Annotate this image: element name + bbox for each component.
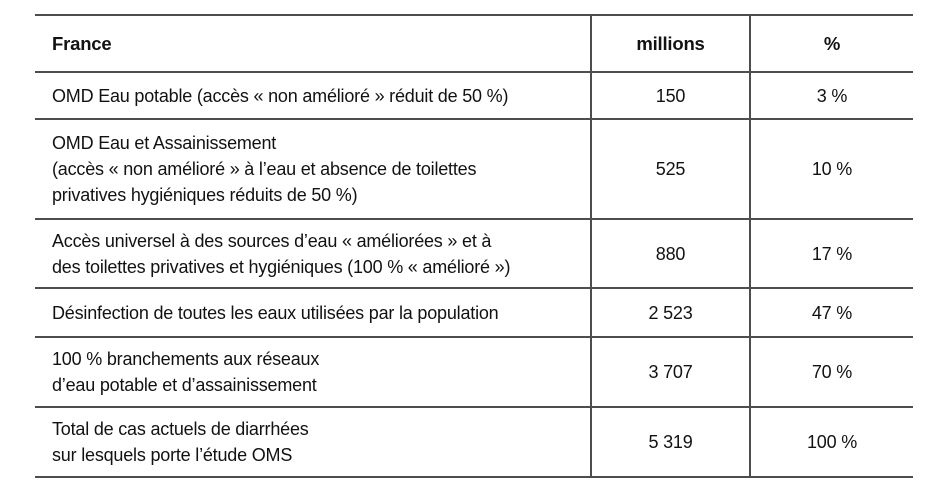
row-millions-value: 3 707 <box>590 337 750 407</box>
table-row: Total de cas actuels de diarrhées sur le… <box>35 407 913 477</box>
row-percent-value: 3 % <box>749 72 913 119</box>
table-row: Désinfection de toutes les eaux utilisée… <box>35 288 913 337</box>
row-percent-value: 47 % <box>749 288 913 337</box>
table-body: OMD Eau potable (accès « non amélioré » … <box>35 72 913 477</box>
row-millions-value: 150 <box>590 72 750 119</box>
row-millions-value: 5 319 <box>590 407 750 477</box>
row-label: OMD Eau potable (accès « non amélioré » … <box>52 85 509 106</box>
row-label: Accès universel à des sources d’eau « am… <box>52 230 511 277</box>
table-row: Accès universel à des sources d’eau « am… <box>35 219 913 288</box>
header-percent: % <box>749 15 913 72</box>
row-millions-value: 880 <box>590 219 750 288</box>
france-water-table: France millions % OMD Eau potable (accès… <box>35 14 913 478</box>
france-water-table-container: France millions % OMD Eau potable (accès… <box>35 14 913 478</box>
row-label: Désinfection de toutes les eaux utilisée… <box>52 302 499 323</box>
row-label: OMD Eau et Assainissement (accès « non a… <box>52 133 477 205</box>
table-row: OMD Eau potable (accès « non amélioré » … <box>35 72 913 119</box>
row-percent-value: 70 % <box>749 337 913 407</box>
table-row: 100 % branchements aux réseaux d’eau pot… <box>35 337 913 407</box>
header-row: France millions % <box>35 15 913 72</box>
row-millions-value: 2 523 <box>590 288 750 337</box>
table-header: France millions % <box>35 15 913 72</box>
row-percent-value: 100 % <box>749 407 913 477</box>
table-row: OMD Eau et Assainissement (accès « non a… <box>35 119 913 219</box>
row-label: Total de cas actuels de diarrhées sur le… <box>52 419 309 465</box>
row-millions-value: 525 <box>590 119 750 219</box>
row-percent-value: 17 % <box>749 219 913 288</box>
row-label: 100 % branchements aux réseaux d’eau pot… <box>52 349 320 395</box>
row-percent-value: 10 % <box>749 119 913 219</box>
header-france: France <box>52 32 112 54</box>
header-millions: millions <box>590 15 750 72</box>
